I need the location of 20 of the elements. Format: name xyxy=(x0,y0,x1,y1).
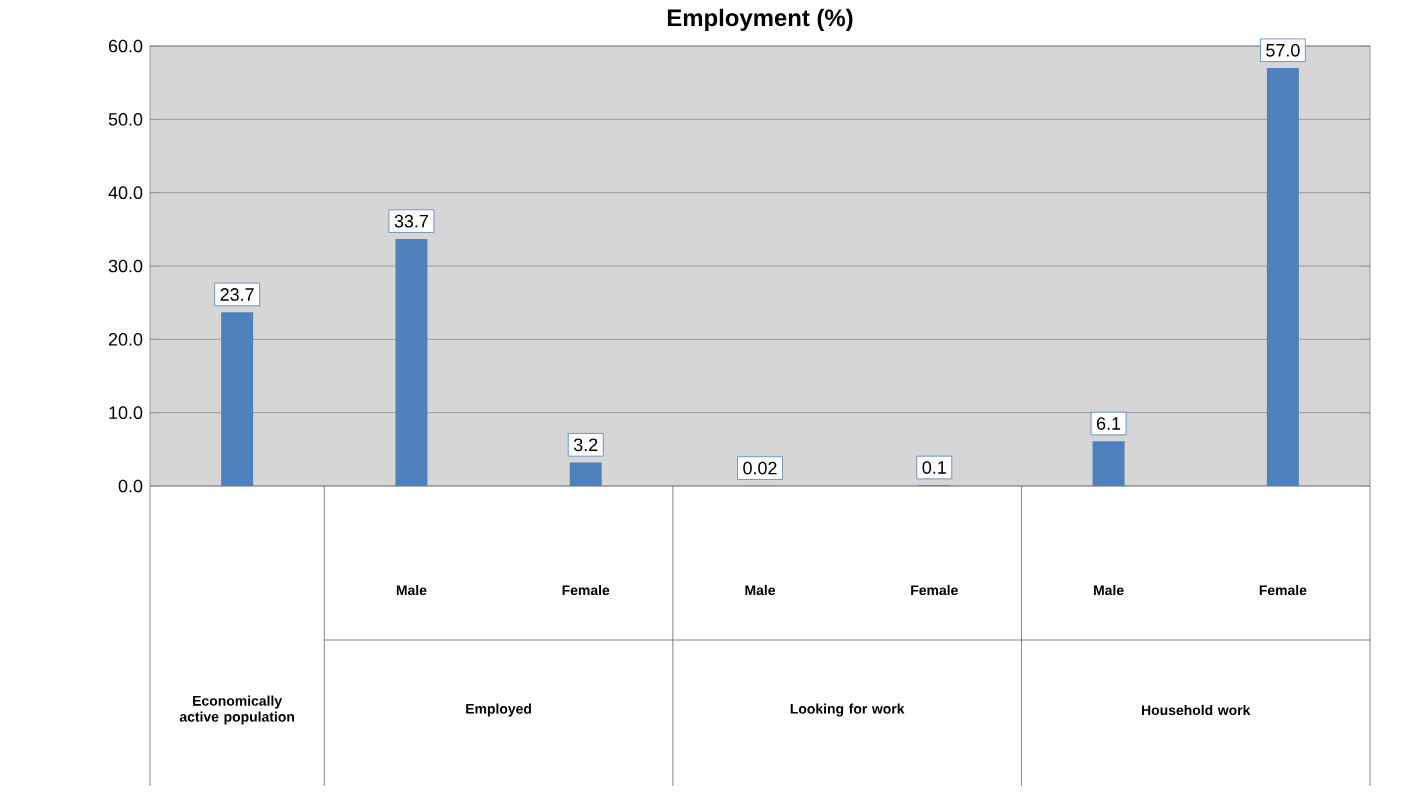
data-label: 0.02 xyxy=(743,461,777,475)
bar xyxy=(1092,441,1125,486)
data-label: 57.0 xyxy=(1266,43,1300,57)
data-label: 0.1 xyxy=(922,461,946,474)
y-tick-label: 20.0 xyxy=(108,332,143,346)
y-tick-label: 40.0 xyxy=(108,186,143,200)
y-tick-label: 50.0 xyxy=(108,112,143,126)
chart-title: Employment (%) xyxy=(667,8,853,32)
bar xyxy=(569,462,602,486)
y-tick-label: 0.0 xyxy=(118,479,143,493)
bar xyxy=(395,238,428,486)
bar xyxy=(1266,68,1299,486)
y-tick-label: 60.0 xyxy=(108,39,143,53)
data-label: 23.7 xyxy=(220,288,254,301)
data-label: 6.1 xyxy=(1097,417,1121,430)
data-label: 33.7 xyxy=(394,214,428,228)
y-tick-label: 10.0 xyxy=(109,406,143,420)
y-tick-label: 30.0 xyxy=(108,259,143,273)
bar xyxy=(221,312,254,486)
data-label: 3.2 xyxy=(573,438,598,452)
